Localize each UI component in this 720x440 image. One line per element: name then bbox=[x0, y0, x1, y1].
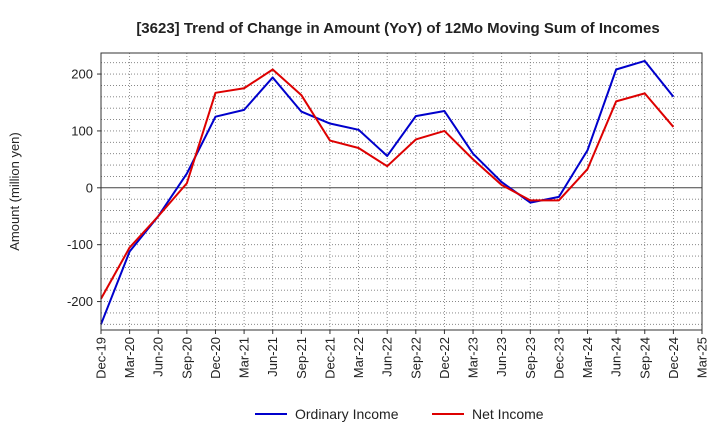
y-tick-label: -200 bbox=[67, 294, 93, 309]
x-tick-label: Jun-23 bbox=[494, 337, 509, 377]
x-tick-label: Mar-25 bbox=[695, 337, 710, 378]
grid-lines bbox=[101, 53, 702, 330]
legend: Ordinary Income Net Income bbox=[255, 406, 544, 422]
chart-title: [3623] Trend of Change in Amount (YoY) o… bbox=[136, 20, 659, 37]
x-tick-label: Dec-22 bbox=[437, 337, 452, 379]
x-tick-label: Sep-20 bbox=[179, 337, 194, 379]
x-tick-label: Mar-21 bbox=[237, 337, 252, 378]
x-tick-label: Sep-21 bbox=[294, 337, 309, 379]
x-tick-label: Sep-22 bbox=[408, 337, 423, 379]
legend-label-net-income: Net Income bbox=[472, 406, 544, 422]
x-tick-label: Mar-22 bbox=[351, 337, 366, 378]
x-tick-label: Dec-23 bbox=[551, 337, 566, 379]
x-tick-label: Sep-24 bbox=[637, 337, 652, 379]
x-tick-labels: Dec-19 Mar-20 Jun-20 Sep-20 Dec-20 Mar-21 Jun-… bbox=[94, 330, 710, 379]
y-tick-label: 200 bbox=[71, 67, 93, 82]
x-tick-label: Dec-20 bbox=[208, 337, 223, 379]
y-tick-label: 100 bbox=[71, 123, 93, 138]
x-tick-label: Dec-24 bbox=[666, 337, 681, 379]
x-tick-label: Mar-20 bbox=[122, 337, 137, 378]
x-tick-label: Mar-23 bbox=[466, 337, 481, 378]
series-line-net-income bbox=[100, 68, 675, 300]
x-tick-label: Jun-22 bbox=[380, 337, 395, 377]
y-axis-label: Amount (million yen) bbox=[7, 132, 22, 251]
legend-label-ordinary-income: Ordinary Income bbox=[295, 406, 399, 422]
y-tick-labels: -200 -100 0 100 200 bbox=[67, 67, 101, 309]
x-tick-label: Mar-24 bbox=[580, 337, 595, 378]
x-tick-label: Dec-21 bbox=[322, 337, 337, 379]
x-tick-label: Sep-23 bbox=[523, 337, 538, 379]
series-lines bbox=[100, 59, 675, 325]
y-tick-label: 0 bbox=[86, 180, 93, 195]
plot-frame bbox=[100, 52, 703, 331]
x-tick-label: Jun-24 bbox=[609, 337, 624, 377]
y-tick-label: -100 bbox=[67, 237, 93, 252]
x-tick-label: Jun-20 bbox=[151, 337, 166, 377]
x-tick-label: Dec-19 bbox=[94, 337, 109, 379]
x-tick-label: Jun-21 bbox=[265, 337, 280, 377]
